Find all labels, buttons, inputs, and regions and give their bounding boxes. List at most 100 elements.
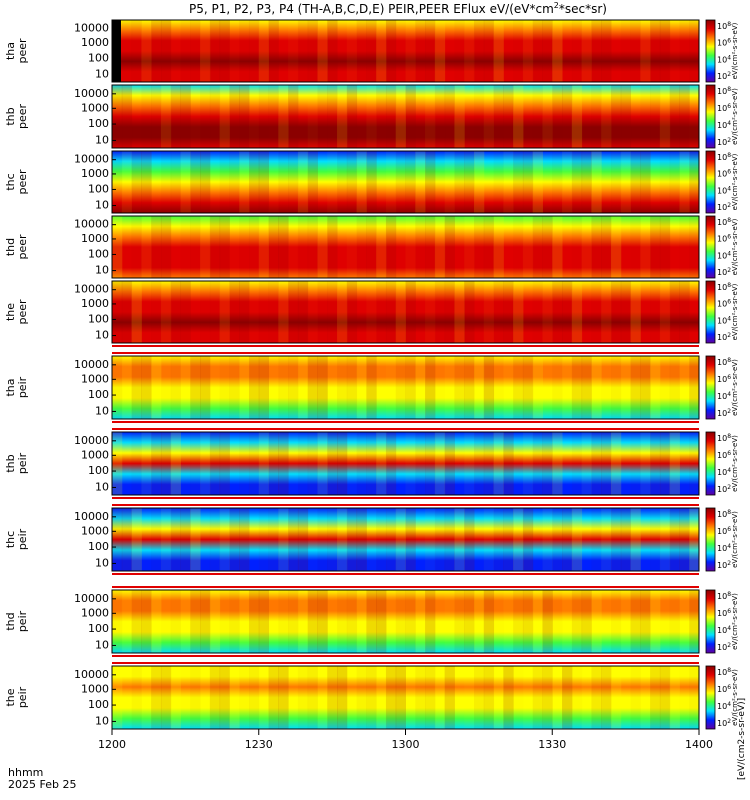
time-variation-strip <box>200 590 211 653</box>
time-variation-strip <box>532 590 543 653</box>
panel-ylabel: peer <box>16 234 29 260</box>
time-variation-strip <box>679 508 690 571</box>
time-variation-strip <box>229 20 239 82</box>
time-variation-strip <box>200 85 211 148</box>
colorbar <box>705 19 716 83</box>
time-variation-strip <box>650 356 661 419</box>
time-variation-strip <box>385 508 397 571</box>
time-variation-strip <box>532 666 543 729</box>
panel-ylabel: peir <box>16 610 29 632</box>
time-variation-strip <box>356 590 367 653</box>
time-variation-strip <box>444 508 455 571</box>
y-tick-label: 100 <box>88 117 109 130</box>
time-variation-strip <box>317 356 328 419</box>
time-variation-strip <box>121 356 133 419</box>
time-variation-strip <box>611 590 621 653</box>
time-variation-strip <box>434 508 446 571</box>
time-variation-strip <box>288 20 298 82</box>
time-variation-strip <box>337 151 348 213</box>
time-variation-strip <box>317 508 328 571</box>
time-variation-strip <box>454 281 465 343</box>
time-variation-strip <box>180 666 190 729</box>
time-variation-strip <box>278 281 289 343</box>
time-variation-strip <box>308 85 318 148</box>
time-variation-strip <box>503 590 514 653</box>
time-variation-strip <box>396 20 406 82</box>
panel-ylabel: thb <box>4 107 17 125</box>
time-variation-strip <box>493 432 504 495</box>
time-variation-strip <box>347 666 357 729</box>
time-variation-strip <box>581 151 592 213</box>
time-variation-strip <box>454 508 465 571</box>
time-variation-strip <box>278 666 289 729</box>
time-variation-strip <box>659 666 671 729</box>
time-variation-strip <box>483 216 495 278</box>
time-variation-strip <box>650 281 661 343</box>
time-variation-strip <box>562 356 573 419</box>
time-variation-strip <box>190 590 201 653</box>
time-variation-strip <box>112 508 123 571</box>
time-variation-strip <box>259 508 269 571</box>
time-variation-strip <box>689 508 700 571</box>
time-variation-strip <box>689 590 700 653</box>
time-variation-strip <box>522 590 534 653</box>
time-variation-strip <box>239 281 250 343</box>
time-variation-strip <box>249 85 259 148</box>
time-variation-strip <box>141 508 151 571</box>
time-variation-strip <box>552 590 562 653</box>
time-variation-strip <box>376 432 387 495</box>
spectrogram-image <box>112 356 699 419</box>
time-variation-strip <box>513 432 523 495</box>
time-variation-strip <box>395 151 406 213</box>
time-variation-strip <box>533 281 543 343</box>
panel-ylabel: peer <box>16 104 29 130</box>
time-variation-strip <box>591 151 602 213</box>
time-variation-strip <box>473 356 485 419</box>
time-variation-strip <box>542 85 553 148</box>
spectrogram-image <box>112 281 699 343</box>
time-variation-strip <box>278 85 289 148</box>
time-variation-strip <box>385 20 397 82</box>
time-variation-strip <box>337 20 347 82</box>
time-variation-strip <box>650 666 661 729</box>
time-variation-strip <box>522 216 534 278</box>
time-variation-strip <box>581 356 592 419</box>
time-variation-strip <box>151 508 162 571</box>
time-variation-strip <box>258 151 270 213</box>
time-variation-strip <box>141 85 151 148</box>
time-variation-strip <box>454 590 465 653</box>
time-variation-strip <box>317 432 328 495</box>
time-variation-strip <box>670 20 680 82</box>
y-tick-label: 10 <box>95 264 109 277</box>
time-variation-strip <box>239 151 250 213</box>
panel-ylabel: tha <box>4 378 17 396</box>
y-tick-label: 10 <box>95 68 109 81</box>
time-variation-strip <box>356 666 367 729</box>
time-variation-strip <box>415 20 426 82</box>
time-variation-strip <box>141 281 151 343</box>
time-variation-strip <box>337 666 348 729</box>
time-variation-strip <box>141 590 152 653</box>
time-variation-strip <box>327 151 337 213</box>
y-tick-label: 100 <box>88 247 109 260</box>
time-variation-strip <box>376 281 387 343</box>
time-variation-strip <box>180 590 191 653</box>
time-variation-strip <box>268 666 279 729</box>
time-variation-strip <box>219 85 230 148</box>
time-variation-strip <box>258 666 270 729</box>
y-tick-label: 100 <box>88 540 109 553</box>
time-variation-strip <box>278 356 289 419</box>
time-variation-strip <box>258 20 270 82</box>
time-variation-strip <box>170 281 181 343</box>
time-variation-strip <box>464 590 475 653</box>
panel-ylabel: peer <box>16 169 29 195</box>
time-variation-strip <box>631 666 641 729</box>
time-variation-strip <box>601 666 612 729</box>
y-tick-label: 1000 <box>81 682 109 695</box>
time-variation-strip <box>405 508 416 571</box>
time-variation-strip <box>406 432 416 495</box>
y-tick-label: 10000 <box>74 153 109 166</box>
time-variation-strip <box>473 20 485 82</box>
colorbar-tick-label: 102 <box>717 137 731 147</box>
